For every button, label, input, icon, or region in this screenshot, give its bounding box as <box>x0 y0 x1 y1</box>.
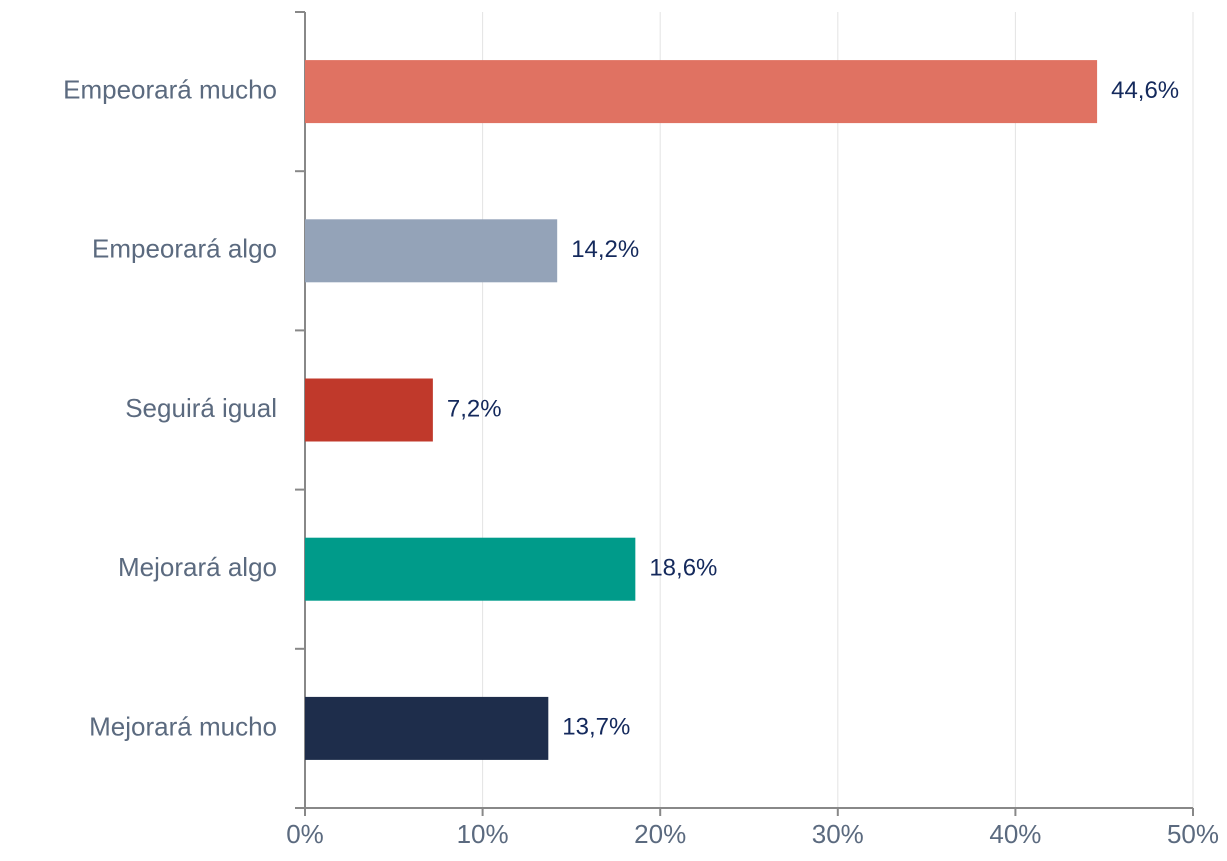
value-label: 18,6% <box>649 555 717 582</box>
category-label: Empeorará algo <box>92 234 277 264</box>
x-tick-label: 30% <box>812 819 864 849</box>
value-label: 7,2% <box>447 395 502 422</box>
value-label: 13,7% <box>562 714 630 741</box>
bar <box>305 60 1098 124</box>
bar <box>305 537 636 601</box>
category-label: Mejorará algo <box>118 552 277 582</box>
bar <box>305 696 549 760</box>
value-label: 44,6% <box>1111 77 1179 104</box>
category-label: Mejorará mucho <box>89 711 277 741</box>
x-tick-label: 10% <box>457 819 509 849</box>
bar <box>305 378 433 442</box>
x-tick-label: 0% <box>286 819 324 849</box>
x-tick-label: 50% <box>1167 819 1219 849</box>
x-tick-label: 20% <box>634 819 686 849</box>
category-label: Empeorará mucho <box>63 74 277 104</box>
value-label: 14,2% <box>571 236 639 263</box>
bar <box>305 219 558 283</box>
x-tick-label: 40% <box>989 819 1041 849</box>
category-label: Seguirá igual <box>125 393 277 423</box>
